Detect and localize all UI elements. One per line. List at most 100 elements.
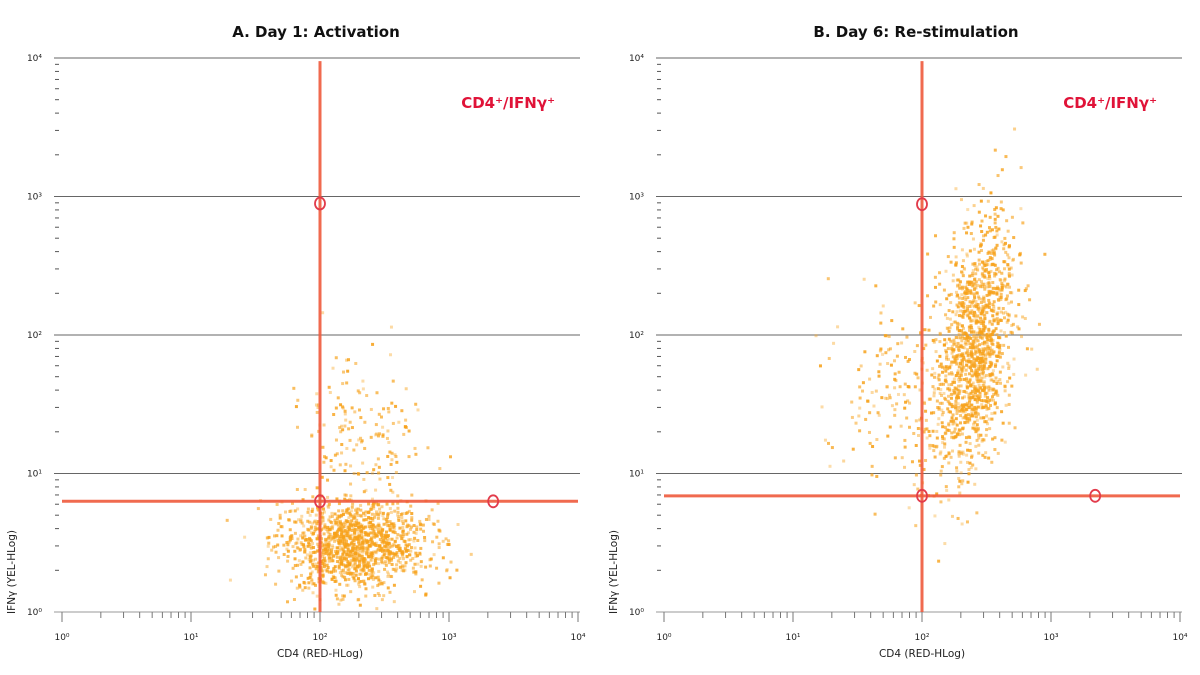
data-point <box>952 348 956 352</box>
data-point <box>308 554 312 558</box>
data-point <box>369 435 373 439</box>
data-point <box>441 539 445 543</box>
data-point <box>1007 244 1011 248</box>
data-point <box>341 525 345 529</box>
data-point <box>964 359 968 363</box>
data-point <box>964 289 968 293</box>
data-point <box>412 530 416 534</box>
data-point <box>967 404 971 408</box>
data-point <box>344 531 348 535</box>
data-point <box>967 413 971 417</box>
data-point <box>960 270 964 274</box>
data-point <box>370 551 374 555</box>
data-point <box>963 395 967 399</box>
data-point <box>983 269 987 273</box>
data-point <box>929 411 933 415</box>
data-point <box>329 538 333 542</box>
data-point <box>377 557 381 561</box>
data-point <box>988 427 992 431</box>
data-point <box>993 253 997 257</box>
data-point <box>344 539 348 543</box>
data-point <box>405 544 409 548</box>
data-point <box>387 410 391 414</box>
data-point <box>954 399 958 403</box>
data-point <box>1012 372 1016 376</box>
data-point <box>987 289 991 293</box>
data-point <box>982 262 986 266</box>
data-point <box>411 566 415 570</box>
data-point <box>947 452 951 456</box>
data-point <box>987 274 991 278</box>
data-point <box>996 322 1000 326</box>
data-point <box>967 316 971 320</box>
data-point <box>982 416 986 420</box>
data-point <box>375 524 379 528</box>
data-point <box>986 251 990 255</box>
data-point <box>895 354 899 358</box>
data-point <box>977 451 981 455</box>
data-point <box>345 533 349 537</box>
data-point <box>977 348 981 352</box>
y-tick-label: 10⁰ <box>27 608 42 618</box>
data-point <box>347 553 351 557</box>
data-point <box>972 394 976 398</box>
x-axis-label: CD4 (RED-HLog) <box>277 648 363 660</box>
data-point <box>280 525 284 529</box>
data-point <box>392 525 396 529</box>
data-point <box>387 572 391 576</box>
data-points <box>814 127 1047 563</box>
data-point <box>1009 266 1013 270</box>
data-point <box>272 545 276 549</box>
data-point <box>341 528 345 532</box>
data-point <box>945 488 949 492</box>
data-point <box>1003 384 1007 388</box>
data-point <box>978 244 982 248</box>
data-point <box>992 262 996 266</box>
data-point <box>952 360 956 364</box>
data-point <box>981 260 985 264</box>
data-point <box>456 522 460 526</box>
data-point <box>957 428 961 432</box>
data-point <box>310 582 314 586</box>
data-point <box>968 461 972 465</box>
data-point <box>322 460 326 464</box>
data-point <box>292 598 296 602</box>
data-point <box>1021 315 1025 319</box>
data-point <box>988 321 992 325</box>
data-point <box>958 409 962 413</box>
data-point <box>970 309 974 313</box>
data-point <box>966 309 970 313</box>
data-point <box>986 277 990 281</box>
data-point <box>969 302 973 306</box>
data-point <box>957 450 961 454</box>
data-point <box>313 519 317 523</box>
data-point <box>972 361 976 365</box>
data-point <box>342 594 346 598</box>
data-point <box>973 294 977 298</box>
data-point <box>381 528 385 532</box>
data-point <box>303 548 307 552</box>
data-point <box>391 542 395 546</box>
data-point <box>389 510 393 514</box>
data-point <box>414 452 418 456</box>
data-point <box>392 522 396 526</box>
data-point <box>412 570 416 574</box>
data-point <box>331 366 335 370</box>
data-point <box>366 564 370 568</box>
data-point <box>991 314 995 318</box>
data-point <box>351 523 355 527</box>
data-point <box>968 311 972 315</box>
data-point <box>989 363 993 367</box>
data-point <box>311 495 315 499</box>
data-point <box>987 388 991 392</box>
data-point <box>975 305 979 309</box>
data-point <box>1005 297 1009 301</box>
panel-a: A. Day 1: Activation10⁰10⁰10¹10¹10²10²10… <box>6 23 586 660</box>
data-point <box>357 580 361 584</box>
data-point <box>980 328 984 332</box>
data-point <box>408 553 412 557</box>
data-point <box>346 568 350 572</box>
data-point <box>316 534 320 538</box>
data-point <box>952 338 956 342</box>
data-point <box>353 527 357 531</box>
